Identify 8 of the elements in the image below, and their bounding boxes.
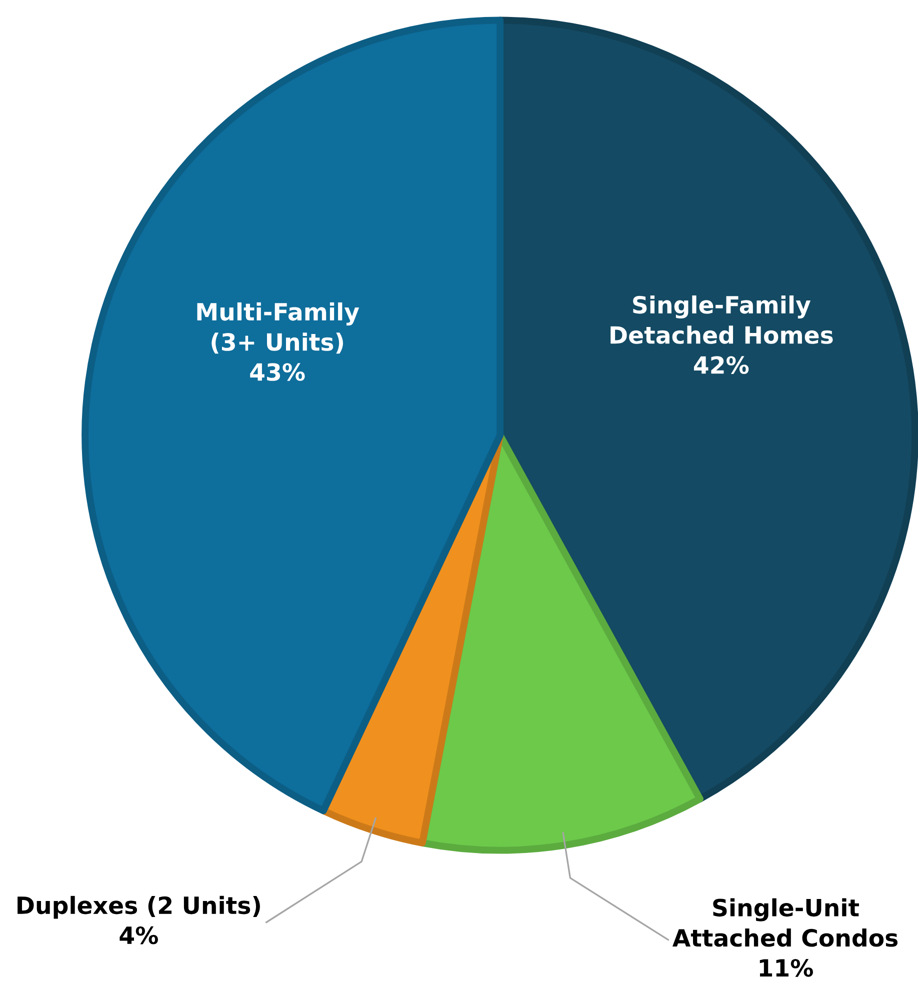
- slice-label: Multi-Family (3+ Units): [197, 302, 360, 354]
- data-label: 42%: [694, 356, 749, 374]
- data-label: 4%: [120, 926, 158, 944]
- slice-label: Duplexes (2 Units): [18, 896, 260, 919]
- slice-label: Single-Family Detached Homes: [610, 295, 833, 344]
- data-label: 11%: [760, 958, 814, 977]
- data-label: 43%: [250, 363, 305, 381]
- slice-label: Single-Unit Attached Condos: [672, 898, 898, 947]
